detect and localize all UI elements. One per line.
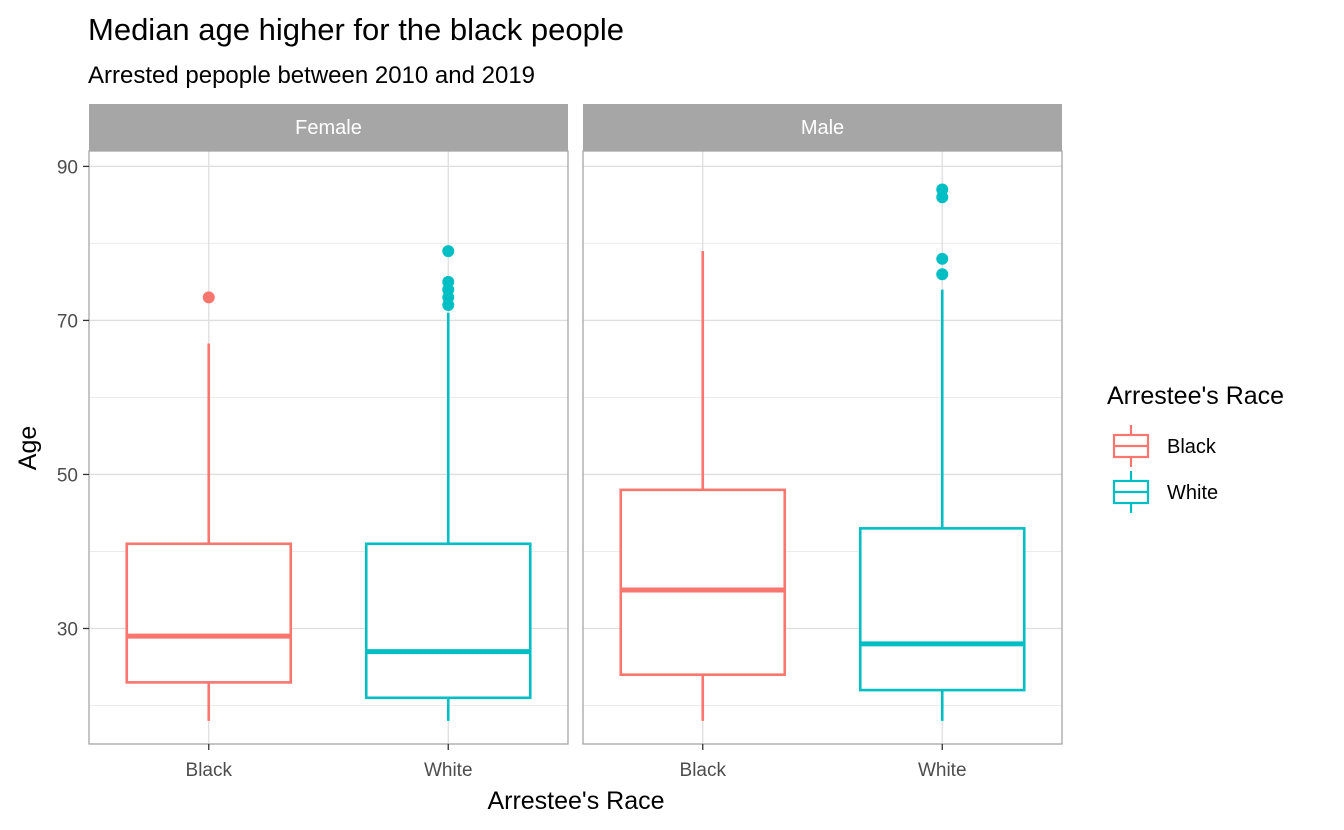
facet-panel-male: Male Black White <box>582 104 1063 781</box>
legend-entry-white: White <box>1112 471 1218 513</box>
legend: Arrestee's Race Black White <box>1107 382 1284 513</box>
outlier-point <box>936 252 949 265</box>
box-iqr <box>125 542 293 684</box>
chart-subtitle: Arrested pepople between 2010 and 2019 <box>88 62 535 89</box>
outlier-point <box>442 275 455 288</box>
x-tick-label: Black <box>680 760 727 781</box>
facet-panels: Female Black White Male Black White 30 50 70 90 <box>57 104 1063 781</box>
box-male-black <box>619 251 787 721</box>
box-iqr <box>619 488 787 676</box>
y-tick-label: 30 <box>57 619 78 640</box>
x-tick-label: White <box>424 760 473 781</box>
facet-strip-label: Female <box>295 117 362 139</box>
y-tick-label: 50 <box>57 465 78 486</box>
outlier-point <box>202 291 215 304</box>
facet-strip <box>583 104 1062 151</box>
legend-label: White <box>1167 482 1218 504</box>
box-male-white <box>858 183 1026 721</box>
y-tick-label: 70 <box>57 311 78 332</box>
box-iqr <box>858 527 1026 692</box>
panel-border <box>88 150 569 745</box>
facet-strip <box>89 104 568 151</box>
panel-border <box>582 150 1063 745</box>
box-female-black <box>125 291 293 721</box>
facet-panel-female: Female Black White <box>88 104 569 781</box>
legend-label: Black <box>1167 436 1217 458</box>
y-tick-label: 90 <box>57 157 78 178</box>
outlier-point <box>442 245 455 258</box>
box-female-white <box>364 245 532 721</box>
x-tick-label: White <box>918 760 967 781</box>
legend-entry-black: Black <box>1112 425 1217 467</box>
x-axis-title: Arrestee's Race <box>487 787 664 815</box>
legend-title: Arrestee's Race <box>1107 382 1284 410</box>
y-axis-title: Age <box>14 426 42 470</box>
facet-strip-label: Male <box>801 117 844 139</box>
box-iqr <box>364 542 532 700</box>
outlier-point <box>936 183 949 196</box>
chart-title: Median age higher for the black people <box>88 12 624 47</box>
y-axis: 30 50 70 90 <box>57 157 89 640</box>
x-tick-label: Black <box>186 760 233 781</box>
outlier-point <box>936 268 949 281</box>
